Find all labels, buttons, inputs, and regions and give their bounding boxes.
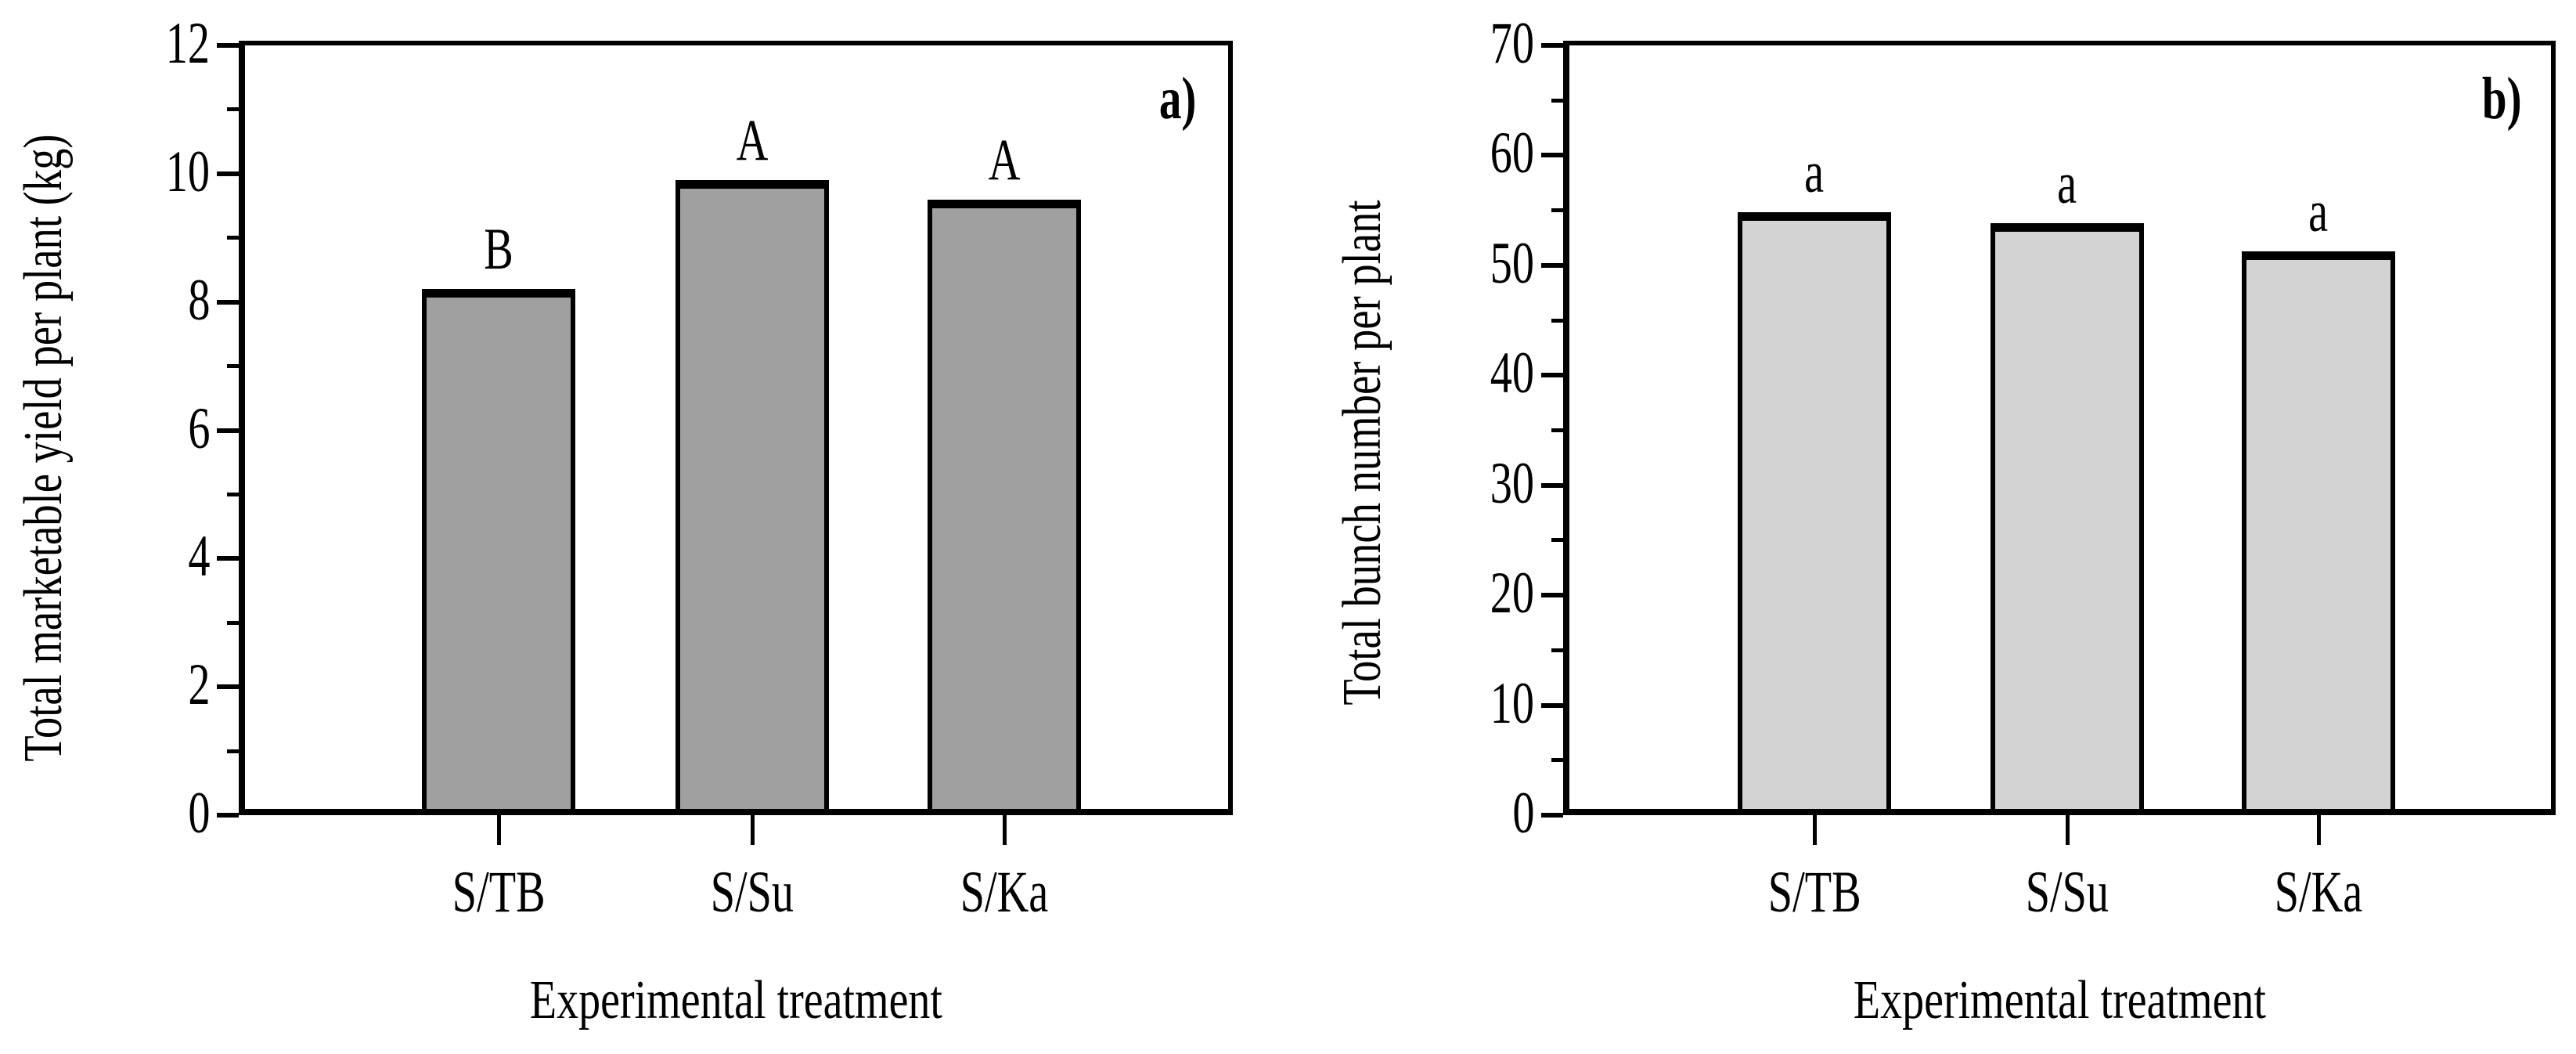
y-tick-label: 12 (165, 11, 210, 76)
y-major-tick-mark (217, 43, 239, 48)
plot-area-b (1563, 41, 2556, 815)
x-axis-title-a: Experimental treatment (344, 973, 1127, 1028)
y-minor-tick-mark (227, 492, 239, 496)
y-tick-label: 30 (1490, 450, 1534, 516)
x-tick-mark (2066, 815, 2070, 845)
significance-letter: A (988, 128, 1021, 193)
y-major-tick-mark (1541, 482, 1563, 488)
x-tick-mark (2317, 815, 2321, 845)
y-tick-label: 0 (187, 781, 210, 846)
y-minor-tick-mark (1551, 318, 1563, 323)
panel-label-text-a: a) (1158, 66, 1196, 132)
significance-letter: B (484, 217, 513, 282)
significance-letter: A (736, 108, 769, 173)
panel-label-b: b) (2287, 69, 2522, 128)
y-major-tick-mark (217, 813, 239, 818)
y-major-tick-mark (1541, 373, 1563, 378)
y-major-tick-mark (1541, 262, 1563, 268)
y-tick-label: 70 (1490, 11, 1534, 76)
y-minor-tick-mark (1551, 98, 1563, 103)
x-axis-title-text-b: Experimental treatment (1853, 970, 2266, 1031)
x-tick-label: S/Ka (960, 860, 1049, 925)
x-tick-label: S/Su (2025, 860, 2109, 925)
y-minor-tick-mark (227, 364, 239, 369)
y-minor-tick-mark (227, 749, 239, 753)
y-major-tick-mark (217, 684, 239, 690)
y-tick-label: 10 (165, 139, 210, 204)
bar (928, 200, 1081, 815)
y-tick-label: 6 (187, 395, 210, 461)
y-minor-tick-mark (1551, 758, 1563, 763)
y-minor-tick-mark (1551, 428, 1563, 432)
x-tick-mark (751, 815, 755, 845)
significance-letter: a (1804, 140, 1825, 205)
significance-letter: a (2057, 151, 2077, 216)
y-minor-tick-mark (227, 620, 239, 625)
y-tick-label: 0 (1511, 781, 1534, 846)
x-tick-label: S/TB (452, 860, 546, 925)
y-tick-label: 10 (1490, 670, 1534, 736)
y-major-tick-mark (1541, 813, 1563, 818)
x-axis-title-b: Experimental treatment (1668, 973, 2451, 1028)
x-axis-title-text-a: Experimental treatment (529, 970, 942, 1031)
y-tick-label: 50 (1490, 230, 1534, 296)
y-minor-tick-mark (1551, 648, 1563, 652)
panel-label-text-b: b) (2482, 66, 2522, 132)
y-tick-label: 20 (1490, 561, 1534, 626)
x-tick-mark (1813, 815, 1817, 845)
y-major-tick-mark (217, 299, 239, 305)
y-major-tick-mark (217, 556, 239, 561)
y-tick-label: 40 (1490, 341, 1534, 406)
y-minor-tick-mark (227, 107, 239, 112)
y-minor-tick-mark (227, 236, 239, 240)
y-major-tick-mark (217, 428, 239, 433)
significance-letter: a (2308, 179, 2329, 244)
x-tick-label: S/Su (710, 860, 794, 925)
y-major-tick-mark (217, 171, 239, 176)
panel-label-a: a) (961, 69, 1196, 128)
y-tick-label: 8 (187, 267, 210, 333)
bar (2242, 251, 2395, 815)
y-minor-tick-mark (1551, 208, 1563, 213)
y-tick-label: 4 (187, 524, 210, 590)
x-tick-mark (497, 815, 501, 845)
y-major-tick-mark (1541, 153, 1563, 158)
bar (1991, 223, 2144, 815)
y-tick-label: 60 (1490, 121, 1534, 186)
bar (1738, 212, 1891, 815)
y-major-tick-mark (1541, 593, 1563, 598)
x-tick-label: S/Ka (2274, 860, 2363, 925)
plot-area-a (239, 41, 1233, 815)
y-tick-label: 2 (187, 652, 210, 718)
x-tick-mark (1003, 815, 1007, 845)
y-major-tick-mark (1541, 43, 1563, 48)
x-tick-label: S/TB (1767, 860, 1861, 925)
y-minor-tick-mark (1551, 538, 1563, 543)
y-major-tick-mark (1541, 702, 1563, 708)
